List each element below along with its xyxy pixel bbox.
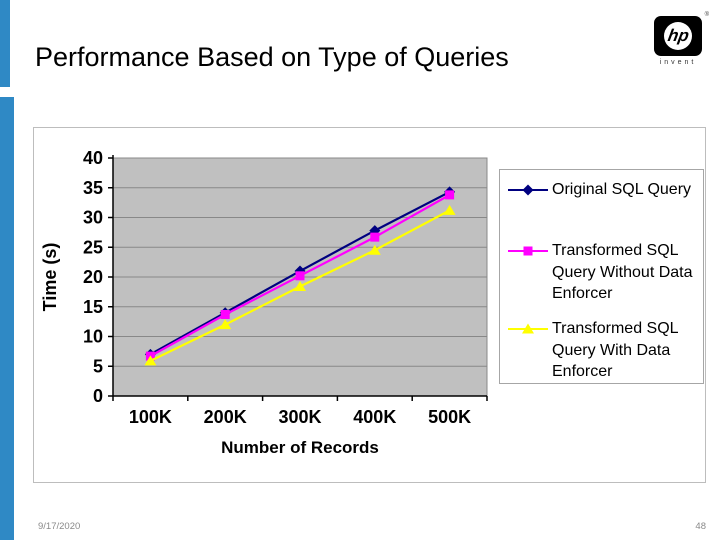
legend-marker-triangle-icon xyxy=(508,323,548,334)
hp-logo-tagline: invent xyxy=(659,59,697,66)
svg-text:400K: 400K xyxy=(353,407,396,427)
hp-logo-circle: hp xyxy=(664,22,692,50)
svg-text:0: 0 xyxy=(93,386,103,406)
legend-marker-square-icon xyxy=(508,246,548,256)
legend-entry-transformed-without-enforcer: Transformed SQL Query Without Data Enfor… xyxy=(508,240,702,305)
legend-entry-original-sql-query: Original SQL Query xyxy=(508,179,702,201)
legend-label: Original SQL Query xyxy=(552,181,692,198)
hp-logo: hp ® invent xyxy=(652,12,709,66)
svg-text:20: 20 xyxy=(83,267,103,287)
svg-text:300K: 300K xyxy=(278,407,321,427)
svg-text:35: 35 xyxy=(83,178,103,198)
svg-text:10: 10 xyxy=(83,327,103,347)
hp-logo-letters: hp xyxy=(666,26,691,45)
registered-trademark-icon: ® xyxy=(704,12,709,18)
svg-text:15: 15 xyxy=(83,297,103,317)
accent-bar-top xyxy=(0,0,10,87)
svg-text:100K: 100K xyxy=(129,407,172,427)
svg-text:40: 40 xyxy=(83,148,103,168)
line-chart: 0 5 10 15 20 25 30 35 40 100K 200K 300K 400K 500K Time… xyxy=(40,148,488,457)
svg-text:Number of Records: Number of Records xyxy=(221,438,379,457)
svg-text:30: 30 xyxy=(83,208,103,228)
accent-bar-main xyxy=(0,97,14,540)
svg-text:25: 25 xyxy=(83,237,103,257)
chart-legend: Original SQL Query Transformed SQL Query… xyxy=(499,169,704,384)
slide-title: Performance Based on Type of Queries xyxy=(35,42,509,72)
footer-page-number: 48 xyxy=(695,521,706,532)
svg-text:200K: 200K xyxy=(204,407,247,427)
svg-text:500K: 500K xyxy=(428,407,471,427)
legend-label: Transformed SQL Query Without Data Enfor… xyxy=(552,242,693,302)
legend-entry-transformed-with-enforcer: Transformed SQL Query With Data Enforcer xyxy=(508,318,702,383)
svg-text:5: 5 xyxy=(93,356,103,376)
svg-text:Time (s): Time (s) xyxy=(40,243,60,312)
footer-date: 9/17/2020 xyxy=(38,521,81,532)
chart-panel: 0 5 10 15 20 25 30 35 40 100K 200K 300K 400K 500K Time… xyxy=(33,127,706,483)
hp-logo-mark: hp ® xyxy=(654,12,709,56)
legend-marker-diamond-icon xyxy=(508,184,548,196)
legend-label: Transformed SQL Query With Data Enforcer xyxy=(552,320,678,380)
